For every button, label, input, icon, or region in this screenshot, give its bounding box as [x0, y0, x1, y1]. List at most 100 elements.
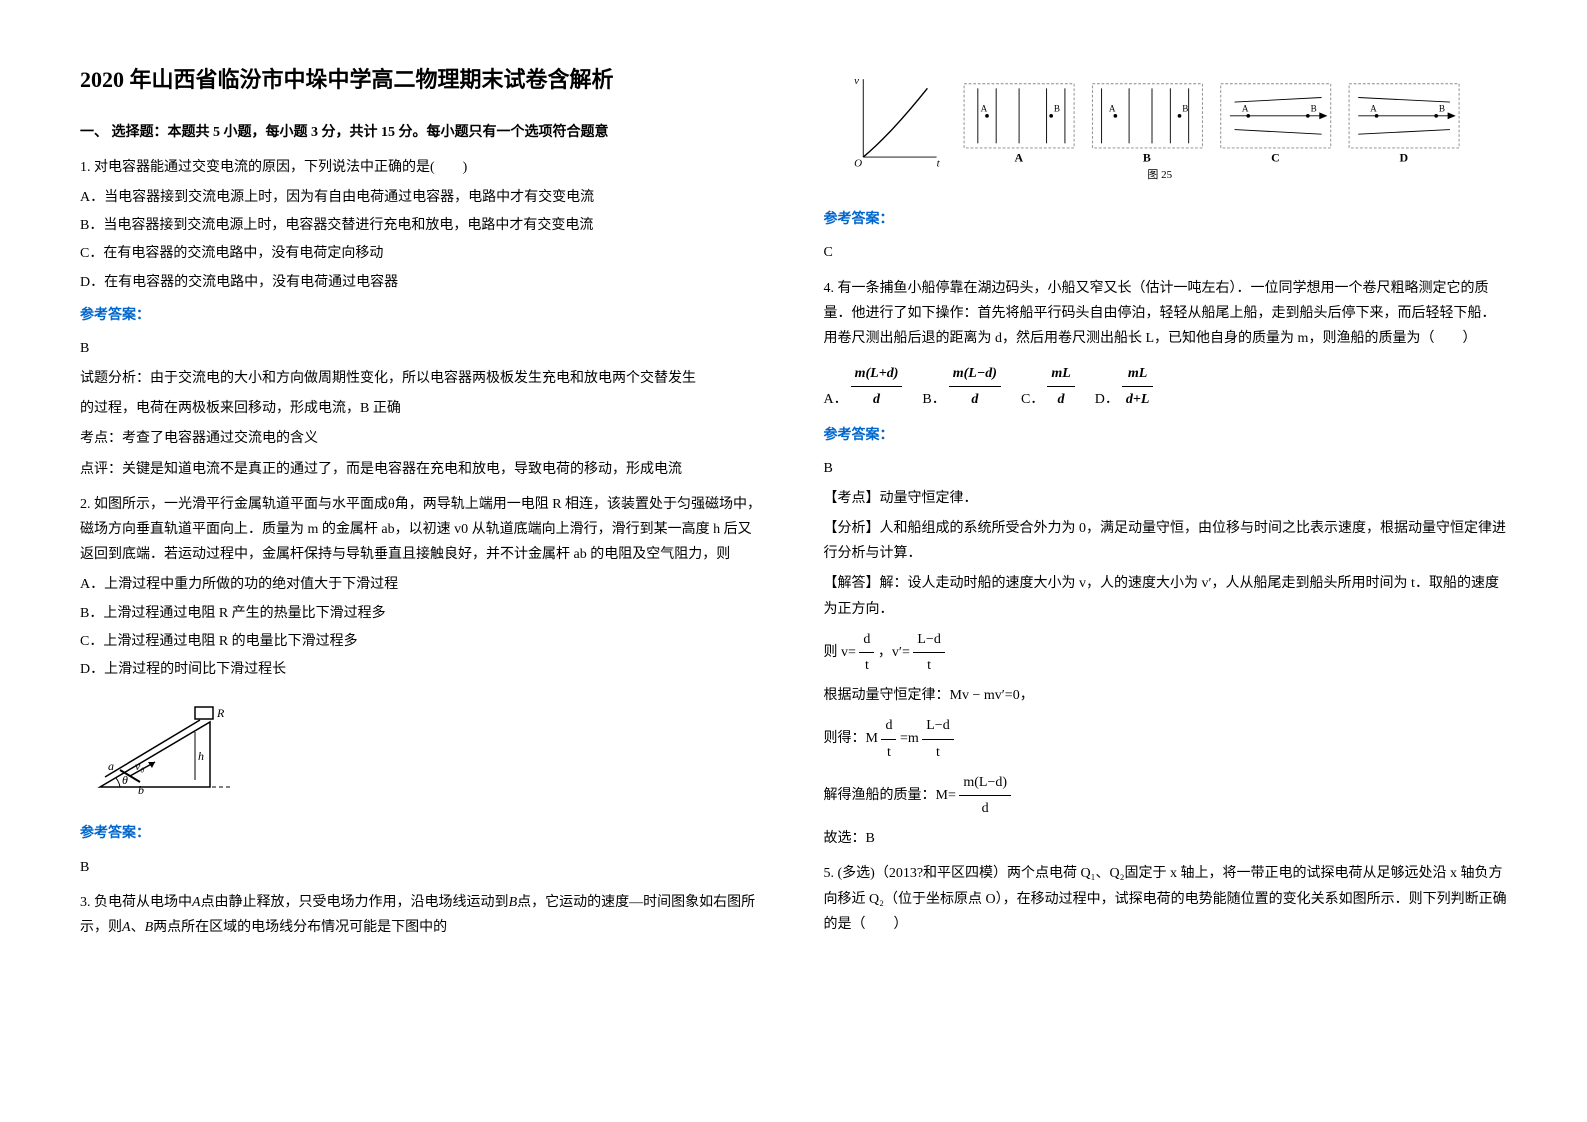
q4-jieda-label: 【解答】 [824, 576, 880, 591]
label-a: a [108, 759, 114, 773]
q4-d-den: d+L [1122, 387, 1154, 412]
svg-text:B: B [1438, 103, 1444, 113]
label-v0: v₀ [135, 759, 145, 773]
document-title: 2020 年山西省临汾市中垛中学高二物理期末试卷含解析 [80, 60, 764, 100]
question-2: 2. 如图所示，一光滑平行金属轨道平面与水平面成θ角，两导轨上端用一电阻 R 相… [80, 492, 764, 880]
q5-stem: 5. (多选)（2013?和平区四模）两个点电荷 Q₁、Q₂固定于 x 轴上，将… [824, 861, 1508, 937]
q4-kaodian: 【考点】动量守恒定律． [824, 486, 1508, 511]
section-1-heading: 一、 选择题：本题共 5 小题，每小题 3 分，共计 15 分。每小题只有一个选… [80, 120, 764, 145]
q4-jieda1: 【解答】解：设人走动时船的速度大小为 v，人的速度大小为 v′，人从船尾走到船头… [824, 571, 1508, 621]
svg-text:A: A [1108, 103, 1115, 113]
q4-j4-d2: t [922, 740, 953, 765]
q4-j2-d2: t [913, 653, 944, 678]
q4-j4-n1: d [881, 713, 896, 739]
q4-answer-label: 参考答案： [824, 423, 1508, 448]
q3-stem-p4: 、 [131, 920, 145, 935]
q3-it2: B [509, 895, 518, 910]
q2-option-b: B．上滑过程通过电阻 R 产生的热量比下滑过程多 [80, 601, 764, 626]
q4-j2-mid: ，v′= [878, 645, 910, 660]
q4-j2-n1: d [859, 627, 874, 653]
q4-c-den: d [1047, 387, 1074, 412]
q1-analysis-2: 的过程，电荷在两极板来回移动，形成电流，B 正确 [80, 396, 764, 421]
q2-answer: B [80, 855, 764, 880]
chart-caption: 图 25 [1147, 168, 1172, 180]
q4-answer: B [824, 456, 1508, 481]
svg-text:A: A [1241, 103, 1248, 113]
panel-a-label: A [1014, 151, 1023, 165]
svg-text:B: B [1182, 103, 1188, 113]
q4-fenxi: 【分析】人和船组成的系统所受合外力为 0，满足动量守恒，由位移与时间之比表示速度… [824, 516, 1508, 566]
q3-stem-p5: 两点所在区域的电场线分布情况可能是下图中的 [153, 920, 447, 935]
q4-j2-v: v= [841, 645, 856, 660]
question-4: 4. 有一条捕鱼小船停靠在湖边码头，小船又窄又长（估计一吨左右）．一位同学想用一… [824, 276, 1508, 852]
q3-stem: 3. 负电荷从电场中A点由静止释放，只受电场力作用，沿电场线运动到B点，它运动的… [80, 890, 764, 940]
right-column: v O t A B A A B B [794, 60, 1538, 1062]
q4-a-den: d [851, 387, 903, 412]
svg-text:B: B [1310, 103, 1316, 113]
q1-option-b: B．当电容器接到交流电源上时，电容器交替进行充电和放电，电路中才有交变电流 [80, 213, 764, 238]
q4-j2-n2: L−d [913, 627, 944, 653]
svg-text:B: B [1053, 103, 1059, 113]
q4-jieda5: 解得渔船的质量：M= m(L−d)d [824, 770, 1508, 821]
q4-j2-prefix: 则 [824, 645, 842, 660]
q1-option-d: D．在有电容器的交流电路中，没有电荷通过电容器 [80, 270, 764, 295]
q4-j4-prefix: 则得：M [824, 731, 878, 746]
q1-option-a: A．当电容器接到交流电源上时，因为有自由电荷通过电容器，电路中才有交变电流 [80, 185, 764, 210]
q4-options: A． m(L+d)d B． m(L−d)d C． mLd D． mLd+L [824, 361, 1508, 412]
q3-it4: B [145, 920, 154, 935]
q4-c-label: C． [1021, 387, 1044, 412]
q4-c-num: mL [1047, 361, 1074, 387]
panel-d-label: D [1399, 151, 1408, 165]
q4-opt-b: B． m(L−d)d [922, 361, 1001, 412]
q4-b-den: d [949, 387, 1001, 412]
svg-text:A: A [980, 103, 987, 113]
q2-option-d: D．上滑过程的时间比下滑过程长 [80, 657, 764, 682]
origin-label: O [854, 157, 862, 169]
q2-option-a: A．上滑过程中重力所做的功的绝对值大于下滑过程 [80, 572, 764, 597]
q4-j4-d1: t [881, 740, 896, 765]
q4-j2-d1: t [859, 653, 874, 678]
label-h: h [198, 749, 204, 763]
label-b: b [138, 783, 144, 797]
q4-d-num: mL [1122, 361, 1154, 387]
q4-jieda6: 故选：B [824, 826, 1508, 851]
q2-option-c: C．上滑过程通过电阻 R 的电量比下滑过程多 [80, 629, 764, 654]
q4-kaodian-text: 动量守恒定律． [880, 491, 978, 506]
q4-stem: 4. 有一条捕鱼小船停靠在湖边码头，小船又窄又长（估计一吨左右）．一位同学想用一… [824, 276, 1508, 352]
q4-a-label: A． [824, 387, 848, 412]
q4-jieda4: 则得：M dt =m L−dt [824, 713, 1508, 764]
svg-text:A: A [1370, 103, 1377, 113]
q4-jieda2: 则 v= dt ，v′= L−dt [824, 627, 1508, 678]
q4-a-num: m(L+d) [851, 361, 903, 387]
q2-answer-label: 参考答案： [80, 821, 764, 846]
panel-c-label: C [1271, 151, 1280, 165]
q1-answer-label: 参考答案： [80, 303, 764, 328]
q4-opt-c: C． mLd [1021, 361, 1075, 412]
q4-j4-n2: L−d [922, 713, 953, 739]
field-line-panels-icon: v O t A B A A B B [824, 70, 1508, 180]
q4-jieda3: 根据动量守恒定律：Mv − mv′=0， [824, 683, 1508, 708]
q4-j4-mid: =m [900, 731, 922, 746]
q1-stem: 1. 对电容器能通过交变电流的原因，下列说法中正确的是( ) [80, 155, 764, 180]
axis-x-label: t [936, 157, 940, 169]
q4-d-label: D． [1095, 387, 1119, 412]
label-theta: θ [122, 773, 128, 787]
q3-it1: A [192, 895, 201, 910]
q1-option-c: C．在有电容器的交流电路中，没有电荷定向移动 [80, 241, 764, 266]
q4-j5-den: d [959, 796, 1011, 821]
panel-b-label: B [1142, 151, 1150, 165]
q1-analysis-1: 试题分析：由于交流电的大小和方向做周期性变化，所以电容器两极板发生充电和放电两个… [80, 366, 764, 391]
question-1: 1. 对电容器能通过交变电流的原因，下列说法中正确的是( ) A．当电容器接到交… [80, 155, 764, 482]
question-3: 3. 负电荷从电场中A点由静止释放，只受电场力作用，沿电场线运动到B点，它运动的… [80, 890, 764, 940]
q2-figure: R a b v₀ h θ [80, 692, 764, 811]
question-5: 5. (多选)（2013?和平区四模）两个点电荷 Q₁、Q₂固定于 x 轴上，将… [824, 861, 1508, 937]
q4-kaodian-label: 【考点】 [824, 491, 880, 506]
axis-y-label: v [854, 75, 859, 87]
q3-answer: C [824, 240, 1508, 265]
q4-fenxi-text: 人和船组成的系统所受合外力为 0，满足动量守恒，由位移与时间之比表示速度，根据动… [824, 521, 1507, 561]
q4-jieda1-text: 解：设人走动时船的速度大小为 v，人的速度大小为 v′，人从船尾走到船头所用时间… [824, 576, 1499, 616]
q4-opt-a: A． m(L+d)d [824, 361, 903, 412]
q3-it3: A [122, 920, 131, 935]
q2-stem: 2. 如图所示，一光滑平行金属轨道平面与水平面成θ角，两导轨上端用一电阻 R 相… [80, 492, 764, 568]
incline-diagram-icon: R a b v₀ h θ [80, 692, 240, 802]
